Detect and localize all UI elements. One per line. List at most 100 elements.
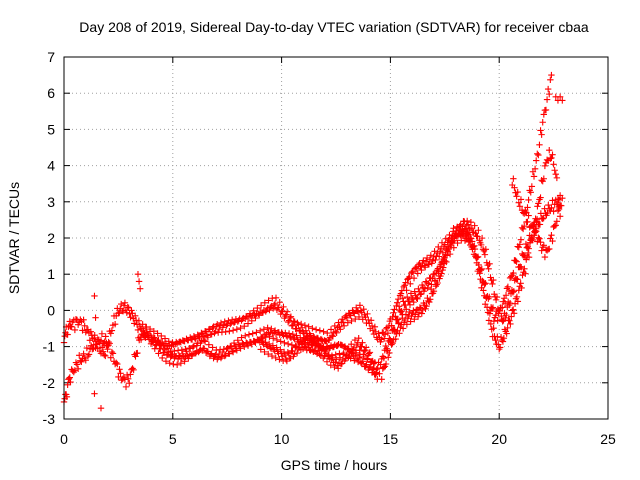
data-point: [380, 364, 388, 371]
data-point: [71, 367, 79, 374]
data-point: [237, 324, 244, 332]
data-point: [155, 350, 162, 357]
data-point: [479, 277, 486, 285]
data-point: [413, 265, 421, 272]
data-point: [475, 227, 482, 234]
data-point: [528, 183, 536, 190]
data-point: [461, 218, 468, 225]
data-point: [208, 331, 215, 338]
data-point: [265, 350, 272, 358]
data-point: [95, 336, 103, 344]
data-point: [369, 327, 377, 334]
y-tick-label: 1: [47, 266, 55, 282]
data-point: [364, 310, 371, 318]
data-point: [467, 241, 474, 249]
data-point: [277, 338, 284, 345]
y-axis-label: SDTVAR / TECUs: [6, 182, 22, 294]
data-point: [108, 327, 116, 334]
data-point: [80, 316, 87, 324]
data-point: [388, 322, 395, 329]
data-point: [333, 356, 340, 363]
data-point: [250, 307, 257, 314]
data-point: [490, 317, 498, 325]
data-point: [327, 326, 335, 333]
data-point: [486, 260, 493, 267]
data-point: [490, 324, 497, 332]
data-point: [544, 85, 552, 93]
data-point: [285, 350, 292, 357]
data-point: [121, 376, 129, 383]
data-point: [158, 332, 165, 340]
data-point: [546, 90, 553, 98]
data-point: [525, 212, 532, 219]
data-point: [548, 71, 555, 79]
y-tick-label: 6: [47, 85, 55, 101]
data-point: [442, 235, 449, 242]
data-point: [242, 332, 249, 340]
data-point: [417, 291, 424, 298]
data-point: [234, 337, 241, 344]
data-point: [506, 317, 513, 324]
data-point: [406, 301, 414, 308]
data-point: [397, 323, 404, 331]
y-tick-label: 5: [47, 121, 55, 137]
outlier-points: [91, 93, 566, 412]
data-point: [327, 362, 334, 369]
data-point: [509, 289, 517, 296]
data-point: [537, 194, 544, 201]
data-point: [297, 320, 305, 328]
data-point: [146, 325, 154, 333]
data-point: [362, 344, 370, 351]
data-point: [252, 314, 259, 322]
data-point: [358, 343, 365, 350]
data-point: [541, 162, 549, 170]
data-point: [268, 352, 276, 360]
outlier-point: [91, 292, 98, 300]
data-point: [182, 345, 189, 353]
data-point: [474, 233, 481, 240]
y-tick-label: -1: [43, 339, 56, 355]
data-point: [410, 274, 418, 282]
data-point: [365, 350, 373, 357]
data-point: [161, 335, 169, 342]
data-point: [214, 354, 222, 361]
data-point: [107, 354, 114, 361]
data-point: [288, 322, 296, 329]
data-point: [222, 328, 229, 336]
data-point: [220, 321, 227, 329]
data-point: [382, 360, 390, 368]
data-point: [500, 335, 508, 342]
y-tick-label: 4: [47, 158, 55, 174]
x-tick-label: 20: [491, 431, 507, 447]
data-point: [394, 299, 401, 306]
data-point: [275, 304, 283, 311]
data-point: [181, 358, 188, 365]
data-point: [478, 265, 485, 273]
data-point: [155, 336, 162, 344]
data-point: [113, 359, 120, 367]
outlier-point: [97, 404, 105, 412]
data-point: [115, 373, 122, 381]
data-point: [531, 165, 539, 172]
data-point: [514, 298, 522, 305]
data-point: [198, 329, 205, 337]
data-point: [406, 273, 413, 281]
data-point: [355, 334, 362, 342]
data-point: [217, 354, 225, 362]
data-point: [99, 348, 107, 355]
data-point: [174, 347, 182, 354]
data-point: [230, 339, 238, 347]
data-point: [333, 329, 340, 337]
data-point: [472, 230, 479, 237]
data-point: [486, 310, 494, 317]
data-point: [471, 242, 478, 250]
data-point: [482, 293, 490, 301]
data-point: [283, 308, 291, 315]
data-point: [262, 308, 269, 315]
data-point: [465, 231, 472, 238]
data-point: [285, 330, 293, 337]
data-point: [356, 347, 363, 354]
data-point: [454, 239, 461, 247]
data-point: [257, 346, 264, 353]
data-point: [468, 238, 476, 245]
